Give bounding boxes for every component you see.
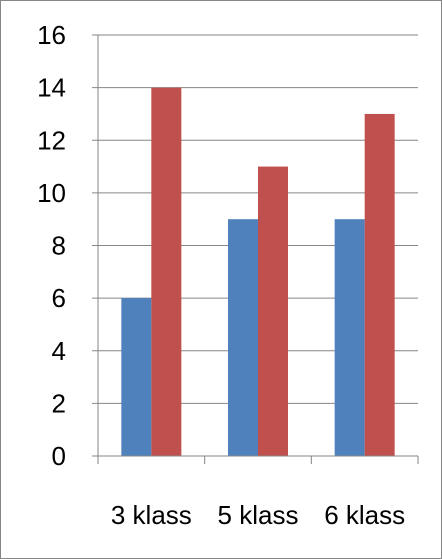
x-category-labels: 3 klass 5 klass 6 klass — [111, 500, 405, 530]
y-tick-label-2: 2 — [52, 388, 66, 418]
bar-series1-5-klass — [228, 219, 258, 456]
bar-series2-5-klass — [258, 166, 288, 456]
axes — [92, 34, 419, 464]
y-tick-label-8: 8 — [52, 231, 66, 261]
bar-series1-6-klass — [334, 219, 365, 456]
bar-series1-3-klass — [121, 298, 152, 456]
bar-series2-3-klass — [151, 87, 182, 456]
bars — [121, 87, 395, 456]
y-tick-label-6: 6 — [52, 283, 66, 313]
y-tick-label-14: 14 — [37, 73, 66, 103]
y-tick-label-0: 0 — [52, 441, 66, 471]
y-tick-labels: 0 2 4 6 8 10 12 14 16 — [37, 20, 66, 471]
x-category-label-5-klass: 5 klass — [218, 500, 299, 530]
y-tick-label-4: 4 — [52, 336, 66, 366]
y-tick-label-10: 10 — [37, 178, 66, 208]
x-category-label-3-klass: 3 klass — [111, 500, 192, 530]
x-category-label-6-klass: 6 klass — [324, 500, 405, 530]
y-tick-label-16: 16 — [37, 20, 66, 50]
y-tick-label-12: 12 — [37, 125, 66, 155]
bar-series2-6-klass — [364, 113, 395, 456]
